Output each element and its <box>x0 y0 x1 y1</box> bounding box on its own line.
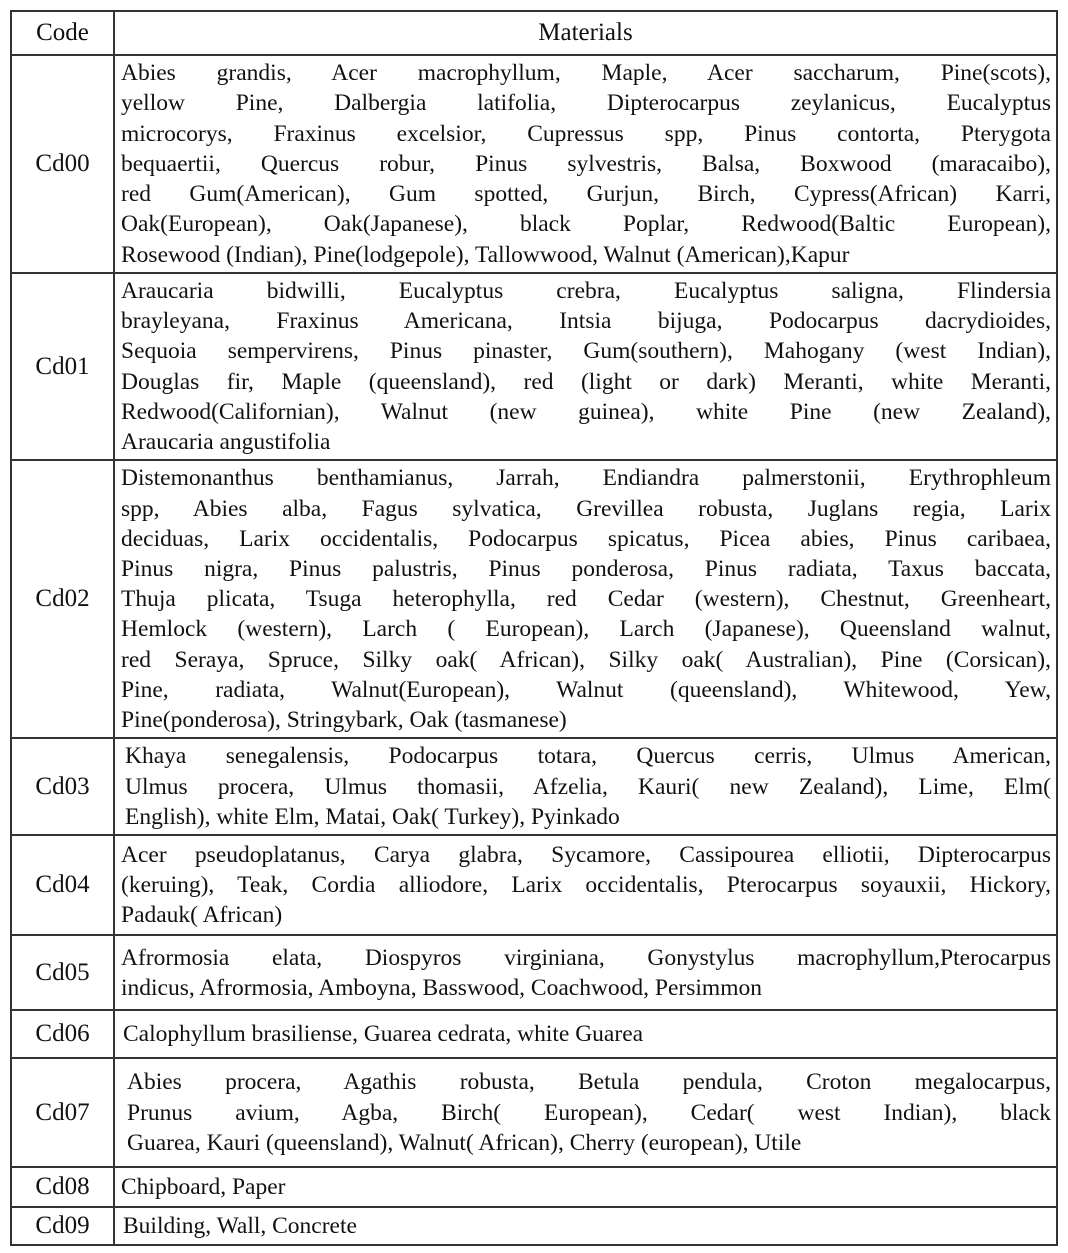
materials-line: Pinus nigra, Pinus palustris, Pinus pond… <box>121 555 1051 582</box>
materials-line: Redwood(Californian), Walnut (new guinea… <box>121 398 1051 425</box>
materials-line: deciduas, Larix occidentalis, Podocarpus… <box>121 525 1051 552</box>
table-row: Cd08 Chipboard, Paper <box>10 1166 1058 1209</box>
materials-line: Hemlock (western), Larch ( European), La… <box>121 616 1051 643</box>
materials-table: Code Materials Cd00 Abies grandis, Acer m… <box>10 10 1058 1247</box>
code-cell: Cd00 <box>10 54 115 274</box>
materials-line: red Gum(American), Gum spotted, Gurjun, … <box>121 181 1051 208</box>
materials-line: bequaertii, Quercus robur, Pinus sylvest… <box>121 150 1051 177</box>
materials-line: Acer pseudoplatanus, Carya glabra, Sycam… <box>121 841 1051 868</box>
materials-cell: Acer pseudoplatanus, Carya glabra, Sycam… <box>113 834 1058 937</box>
materials-line: (keruing), Teak, Cordia alliodore, Larix… <box>121 872 1051 899</box>
materials-line: Abies procera, Agathis robusta, Betula p… <box>127 1069 1051 1096</box>
header-code: Code <box>10 10 115 56</box>
materials-line: Distemonanthus benthamianus, Jarrah, End… <box>121 465 1051 492</box>
table-row: Cd07 Abies procera, Agathis robusta, Betu… <box>10 1057 1058 1169</box>
materials-cell: Khaya senegalensis, Podocarpus totara, Q… <box>113 737 1058 837</box>
materials-line: indicus, Afrormosia, Amboyna, Basswood, … <box>121 974 762 1001</box>
code-cell: Cd02 <box>10 459 115 740</box>
materials-line: Calophyllum brasiliense, Guarea cedrata,… <box>123 1021 644 1048</box>
materials-cell: Araucaria bidwilli, Eucalyptus crebra, E… <box>113 271 1058 462</box>
table-row: Cd04 Acer pseudoplatanus, Carya glabra, S… <box>10 834 1058 937</box>
code-cell: Cd03 <box>10 737 115 837</box>
materials-line: Araucaria bidwilli, Eucalyptus crebra, E… <box>121 278 1051 304</box>
materials-line: Araucaria angustifolia <box>121 429 331 456</box>
materials-cell: Afrormosia elata, Diospyros virginiana, … <box>113 934 1058 1012</box>
table-row: Cd05 Afrormosia elata, Diospyros virginia… <box>10 934 1058 1012</box>
table-row: Cd00 Abies grandis, Acer macrophyllum, Ma… <box>10 54 1058 274</box>
materials-line: red Seraya, Spruce, Silky oak( African),… <box>121 646 1051 673</box>
materials-line: Prunus avium, Agba, Birch( European), Ce… <box>127 1099 1051 1126</box>
table-row: Cd06 Calophyllum brasiliense, Guarea cedr… <box>10 1009 1058 1060</box>
materials-line: Thuja plicata, Tsuga heterophylla, red C… <box>121 586 1051 613</box>
materials-line: Sequoia sempervirens, Pinus pinaster, Gu… <box>121 338 1051 365</box>
materials-line: Khaya senegalensis, Podocarpus totara, Q… <box>125 743 1051 770</box>
table-row: Cd09 Building, Wall, Concrete <box>10 1206 1058 1247</box>
code-cell: Cd09 <box>10 1206 115 1247</box>
materials-cell: Distemonanthus benthamianus, Jarrah, End… <box>113 459 1058 740</box>
table-row: Cd01 Araucaria bidwilli, Eucalyptus crebr… <box>10 271 1058 462</box>
header-row: Code Materials <box>10 10 1058 56</box>
materials-line: Abies grandis, Acer macrophyllum, Maple,… <box>121 60 1051 87</box>
materials-cell: Abies procera, Agathis robusta, Betula p… <box>113 1057 1058 1169</box>
table-row: Cd02 Distemonanthus benthamianus, Jarrah,… <box>10 459 1058 740</box>
materials-line: brayleyana, Fraxinus Americana, Intsia b… <box>121 308 1051 335</box>
materials-line: yellow Pine, Dalbergia latifolia, Dipter… <box>121 90 1051 117</box>
materials-cell: Calophyllum brasiliense, Guarea cedrata,… <box>113 1009 1058 1060</box>
materials-line: Rosewood (Indian), Pine(lodgepole), Tall… <box>121 241 850 268</box>
materials-line: Pine(ponderosa), Stringybark, Oak (tasma… <box>121 706 567 733</box>
materials-line: Ulmus procera, Ulmus thomasii, Afzelia, … <box>125 773 1051 800</box>
materials-line: Guarea, Kauri (queensland), Walnut( Afri… <box>127 1129 802 1156</box>
materials-cell: Abies grandis, Acer macrophyllum, Maple,… <box>113 54 1058 274</box>
materials-cell: Building, Wall, Concrete <box>113 1206 1058 1247</box>
materials-line: Oak(European), Oak(Japanese), black Popl… <box>121 211 1051 238</box>
code-cell: Cd08 <box>10 1166 115 1209</box>
materials-cell: Chipboard, Paper <box>113 1166 1058 1209</box>
materials-line: Chipboard, Paper <box>121 1174 286 1201</box>
code-cell: Cd07 <box>10 1057 115 1169</box>
code-cell: Cd05 <box>10 934 115 1012</box>
materials-line: Douglas fir, Maple (queensland), red (li… <box>121 368 1051 395</box>
code-cell: Cd01 <box>10 271 115 462</box>
materials-line: microcorys, Fraxinus excelsior, Cupressu… <box>121 120 1051 147</box>
materials-line: Afrormosia elata, Diospyros virginiana, … <box>121 944 1051 971</box>
code-cell: Cd04 <box>10 834 115 937</box>
materials-line: spp, Abies alba, Fagus sylvatica, Grevil… <box>121 495 1051 522</box>
materials-line: Padauk( African) <box>121 902 283 929</box>
table-row: Cd03 Khaya senegalensis, Podocarpus totar… <box>10 737 1058 837</box>
materials-line: Building, Wall, Concrete <box>123 1213 357 1240</box>
code-cell: Cd06 <box>10 1009 115 1060</box>
header-materials: Materials <box>113 10 1058 56</box>
materials-line: English), white Elm, Matai, Oak( Turkey)… <box>125 803 620 830</box>
materials-line: Pine, radiata, Walnut(European), Walnut … <box>121 676 1051 703</box>
